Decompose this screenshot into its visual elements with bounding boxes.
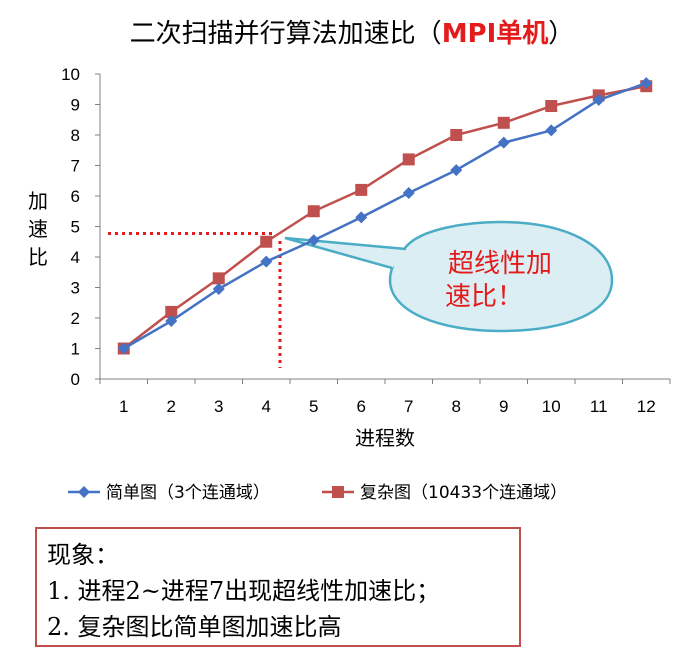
simple-point [497,136,510,149]
y-tick-label: 3 [71,279,80,298]
complex-point [497,116,510,129]
y-tick-label: 7 [71,157,80,176]
observation-box: 现象： 1. 进程2~进程7出现超线性加速比； 2. 复杂图比简单图加速比高 [35,527,521,647]
x-tick-label: 11 [590,397,608,416]
callout-bubble [388,220,614,333]
legend-marker-diamond [78,486,90,498]
complex-point [165,305,178,318]
simple-point [355,211,368,224]
complex-point [450,129,463,141]
observation-item-1: 1. 进程2~进程7出现超线性加速比； [47,577,441,605]
complex-point [212,272,225,285]
y-tick-label: 9 [71,96,80,115]
callout-text-line2: 速比！ [445,282,523,312]
simple-point [212,283,225,296]
x-tick-label: 2 [167,397,176,416]
legend-label: 复杂图（10433个连通域） [360,483,567,503]
observation-heading: 现象： [47,541,119,569]
x-tick-label: 3 [214,397,223,416]
x-axis-label: 进程数 [355,426,415,450]
y-tick-label: 8 [71,126,80,145]
simple-point [117,342,130,355]
callout-text-line1: 超线性加 [448,249,552,279]
legend-marker-square [332,486,344,498]
y-tick-label: 4 [71,248,80,267]
y-axis-ticks: 0 1 2 3 4 5 6 7 8 9 10 [61,65,100,389]
chart-title-close: ） [548,19,574,49]
y-tick-label: 6 [71,187,80,206]
simple-point [165,315,178,328]
series-line-simple [123,81,647,350]
simple-point [640,77,653,90]
chart-title-main: 二次扫描并行算法加速比（ [130,19,442,49]
callout-pointer [284,236,407,270]
y-tick-label: 10 [61,65,80,84]
callout-pointer-fill [285,238,412,268]
simple-point [260,255,273,268]
x-tick-label: 1 [119,397,128,416]
x-tick-label: 4 [262,397,271,416]
x-tick-label: 5 [309,397,318,416]
x-tick-label: 6 [357,397,366,416]
legend-label: 简单图（3个连通域） [106,483,270,503]
chart-title: 二次扫描并行算法加速比（MPI单机） [130,19,575,49]
legend: 简单图（3个连通域） 复杂图（10433个连通域） [68,483,567,503]
x-axis-ticks: 1 2 3 4 5 6 7 8 9 10 11 12 [99,379,671,416]
x-tick-label: 9 [499,397,508,416]
series-line-complex [122,84,647,350]
x-tick-label: 12 [637,397,656,416]
complex-point [355,183,368,196]
complex-point [545,100,558,113]
x-tick-label: 8 [452,397,461,416]
observation-item-2: 2. 复杂图比简单图加速比高 [47,613,342,641]
simple-point [545,124,558,137]
y-tick-label: 5 [71,218,80,237]
y-axis-label: 加速比 [28,189,48,269]
plot-area [117,77,653,355]
y-tick-label: 1 [71,340,80,359]
x-tick-label: 10 [542,397,561,416]
complex-point [260,235,273,248]
simple-point [402,186,415,199]
simple-point [592,93,605,106]
complex-point [402,153,415,166]
x-tick-label: 7 [404,397,413,416]
chart-title-highlight: MPI单机 [442,19,549,49]
simple-point [450,164,463,177]
y-tick-label: 0 [71,370,80,389]
complex-point [307,205,320,218]
y-tick-label: 2 [71,309,80,328]
simple-point [307,234,320,247]
